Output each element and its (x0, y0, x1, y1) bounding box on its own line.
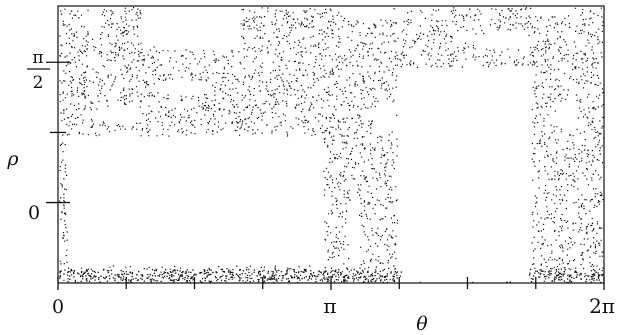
x-tick-label-2pi: 2π (589, 294, 615, 318)
x-axis-title: θ (416, 313, 428, 335)
y-tick-label-denominator: 2 (33, 73, 44, 93)
plot-frame (57, 5, 605, 284)
axis-ticks (46, 61, 605, 290)
x-tick-label-pi: π (323, 294, 336, 318)
x-tick-label-0: 0 (52, 296, 64, 318)
y-tick-label-0: 0 (28, 202, 40, 224)
y-tick-label-pi-over-2: π 2 (27, 48, 50, 93)
y-axis-title: ρ (6, 148, 19, 170)
scatter-point-cloud (59, 7, 605, 284)
y-tick-label-numerator: π (32, 48, 43, 68)
scatter-points (59, 7, 605, 284)
